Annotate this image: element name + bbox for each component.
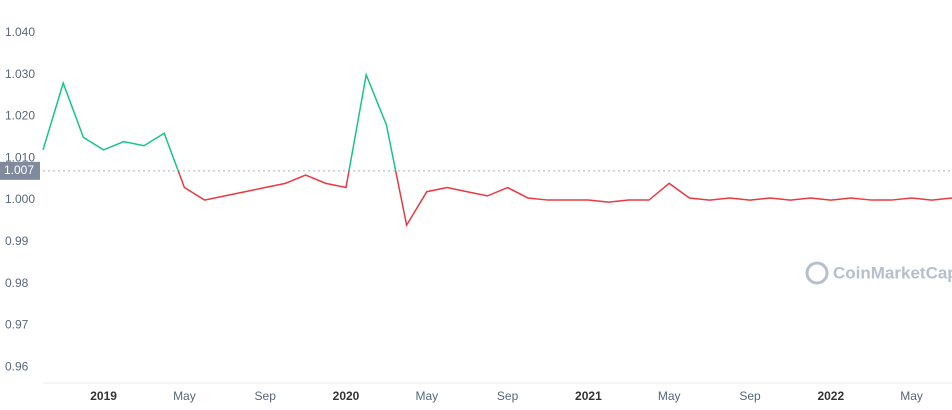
watermark-logo (805, 261, 829, 285)
x-tick-label: Sep (739, 389, 761, 403)
y-tick-label: 0.97 (5, 318, 29, 332)
x-tick-label: Sep (255, 389, 277, 403)
line-below (177, 170, 952, 228)
line-above (42, 72, 397, 171)
x-tick-label: May (900, 389, 923, 403)
y-tick-label: 1.010 (5, 150, 35, 164)
x-tick-label: 2021 (575, 389, 602, 403)
x-tick-label: 2020 (333, 389, 360, 403)
y-tick-label: 1.000 (5, 192, 35, 206)
x-tick-label: May (415, 389, 438, 403)
y-tick-label: 0.99 (5, 234, 29, 248)
x-tick-label: 2022 (817, 389, 844, 403)
y-tick-label: 1.030 (5, 67, 35, 81)
x-tick-label: 2019 (90, 389, 117, 403)
x-tick-label: May (658, 389, 681, 403)
y-tick-label: 1.040 (5, 25, 35, 39)
y-tick-label: 0.98 (5, 276, 29, 290)
watermark-group: CoinMarketCap (805, 261, 952, 285)
x-tick-label: Sep (497, 389, 519, 403)
watermark: CoinMarketCap (833, 263, 952, 282)
baseline-label-bg (0, 161, 40, 180)
y-tick-label: 0.96 (5, 359, 29, 373)
baseline-label: 1.007 (4, 163, 34, 177)
x-tick-label: May (173, 389, 196, 403)
y-tick-label: 1.020 (5, 109, 35, 123)
